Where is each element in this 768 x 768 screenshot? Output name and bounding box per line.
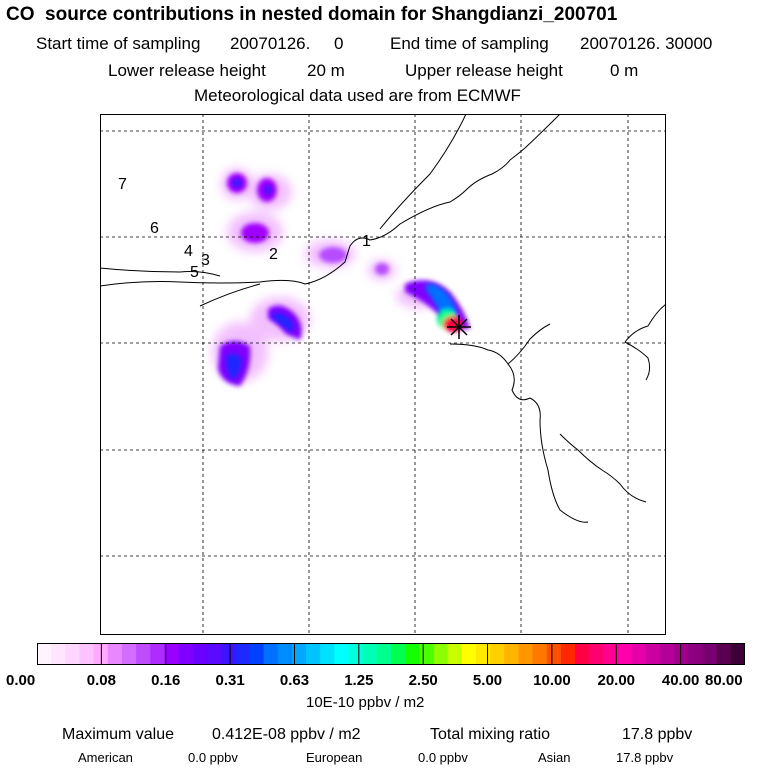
met-data-note: Meteorological data used are from ECMWF — [194, 86, 521, 105]
colorbar-swatch — [164, 643, 180, 665]
total-mixing-label: Total mixing ratio — [430, 726, 551, 743]
plot-title: CO source contributions in nested domain… — [6, 4, 618, 25]
colorbar-swatch — [263, 643, 279, 665]
colorbar-swatch — [560, 643, 576, 665]
colorbar-swatch — [320, 643, 335, 665]
region-label-7: 7 — [118, 176, 127, 193]
colorbar-tick-label: 80.00 — [705, 672, 743, 689]
colorbar-swatch — [136, 643, 151, 665]
colorbar-tick-label: 5.00 — [472, 672, 503, 689]
colorbar-swatch — [192, 643, 208, 665]
asian-value: 17.8 ppbv — [616, 750, 674, 765]
asian-label: Asian — [538, 750, 571, 765]
colorbar-units: 10E-10 ppbv / m2 — [306, 694, 425, 711]
colorbar-swatch — [575, 643, 590, 665]
colorbar-swatch — [702, 643, 718, 665]
colorbar-tick-label: 0.16 — [151, 672, 181, 689]
colorbar-swatch — [405, 643, 420, 665]
american-value: 0.0 ppbv — [188, 750, 238, 765]
colorbar-tick-label: 20.00 — [597, 672, 636, 689]
colorbar-swatch — [589, 643, 604, 665]
colorbar-swatch — [532, 643, 548, 665]
start-time-value: 20070126. 0 — [230, 34, 344, 53]
colorbar-swatch — [490, 643, 505, 665]
region-label-5: 5 — [190, 264, 199, 281]
colorbar-swatch — [107, 643, 123, 665]
colorbar-tick-label: 40.00 — [661, 672, 700, 689]
colorbar-swatch — [306, 643, 321, 665]
european-value: 0.0 ppbv — [418, 750, 468, 765]
colorbar-swatch — [674, 643, 689, 665]
graticule — [100, 114, 666, 635]
concentration-map: 1 2 3 4 5 6 7 — [100, 114, 666, 635]
colorbar-swatch — [603, 643, 619, 665]
colorbar-swatch — [65, 643, 80, 665]
colorbar-swatch — [348, 643, 364, 665]
colorbar-swatch — [504, 643, 519, 665]
colorbar-swatch — [334, 643, 350, 665]
plume-field — [212, 168, 471, 386]
colorbar-swatch — [645, 643, 661, 665]
colorbar-swatch — [249, 643, 265, 665]
region-label-4: 4 — [184, 243, 193, 260]
region-label-1: 1 — [362, 233, 371, 250]
colorbar-swatch — [433, 643, 449, 665]
colorbar-swatch — [277, 643, 293, 665]
colorbar-frame — [37, 643, 745, 665]
american-label: American — [78, 750, 133, 765]
upper-release-value: 0 m — [610, 61, 639, 80]
colorbar-swatch — [121, 643, 137, 665]
colorbar-swatch — [617, 643, 633, 665]
colorbar-swatch — [419, 643, 434, 665]
colorbar-swatch — [518, 643, 534, 665]
colorbar-swatch — [391, 643, 406, 665]
colorbar-tick-label: 0.63 — [279, 672, 310, 689]
colorbar-tick-label: 10.00 — [533, 672, 571, 689]
map-frame — [100, 114, 666, 635]
colorbar-tick-label: 0.31 — [215, 672, 245, 689]
coastlines — [100, 114, 666, 523]
colorbar-swatch — [461, 643, 477, 665]
colorbar-swatch — [730, 643, 746, 665]
colorbar-swatch — [37, 643, 52, 665]
max-value: 0.412E-08 ppbv / m2 — [212, 726, 361, 743]
max-value-label: Maximum value — [62, 726, 175, 743]
region-label-3: 3 — [201, 252, 210, 269]
end-time-label: End time of sampling — [390, 34, 549, 53]
colorbar-swatch — [716, 643, 732, 665]
lower-release-value: 20 m — [307, 61, 345, 80]
colorbar-swatch — [376, 643, 392, 665]
colorbar-swatch — [447, 643, 463, 665]
european-label: European — [306, 750, 363, 765]
end-time-value: 20070126. 30000 — [580, 34, 713, 53]
colorbar-tick-label: 2.50 — [408, 672, 438, 689]
colorbar-swatch — [291, 643, 307, 665]
colorbar-swatch — [51, 643, 66, 665]
colorbar-swatch — [475, 643, 491, 665]
star-icon — [447, 315, 471, 339]
colorbar-swatch — [546, 643, 562, 665]
colorbar-tick-label: 0.00 — [6, 672, 36, 689]
region-label-2: 2 — [269, 246, 278, 263]
colorbar-swatch — [235, 643, 250, 665]
colorbar-swatch — [206, 643, 222, 665]
colorbar-swatch — [178, 643, 194, 665]
colorbar-swatch — [362, 643, 378, 665]
colorbar-tick-label: 0.08 — [86, 672, 116, 689]
region-label-6: 6 — [150, 220, 159, 237]
colorbar-swatch — [631, 643, 647, 665]
colorbar-swatch — [150, 643, 165, 665]
upper-release-label: Upper release height — [405, 61, 563, 80]
colorbar-swatch — [688, 643, 704, 665]
colorbar-tick-label: 1.25 — [344, 672, 374, 689]
colorbar-swatch — [660, 643, 675, 665]
colorbar-swatch — [79, 643, 95, 665]
colorbar — [36, 643, 746, 665]
lower-release-label: Lower release height — [108, 61, 266, 80]
colorbar-swatch — [221, 643, 236, 665]
total-mixing-value: 17.8 ppbv — [622, 726, 693, 743]
start-time-label: Start time of sampling — [36, 34, 201, 53]
